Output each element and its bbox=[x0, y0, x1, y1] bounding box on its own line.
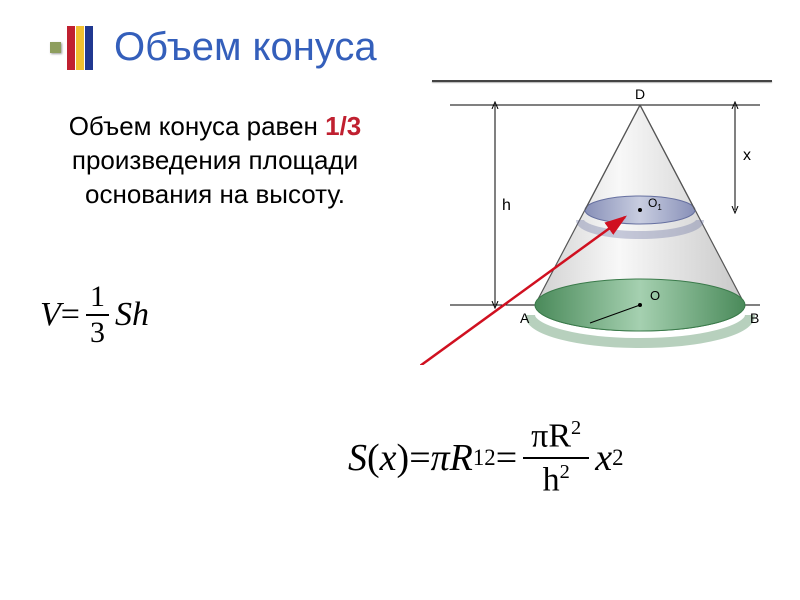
f1-eq: = bbox=[61, 296, 80, 334]
volume-formula: V = 1 3 Sh bbox=[40, 280, 149, 350]
f2-frac-num: πR2 bbox=[523, 415, 589, 459]
label-B: B bbox=[750, 310, 759, 326]
f2-x2sup: 2 bbox=[612, 445, 623, 471]
bar-red bbox=[67, 26, 75, 70]
body-fraction: 1/3 bbox=[325, 111, 361, 141]
title-color-bars bbox=[67, 26, 94, 70]
body-part1: Объем конуса равен bbox=[69, 111, 325, 141]
f2-open: ( bbox=[367, 436, 380, 480]
f2-eq1: = bbox=[409, 436, 430, 480]
f2-frac-den: h2 bbox=[535, 459, 578, 501]
f1-num: 1 bbox=[86, 280, 109, 316]
bar-yellow bbox=[76, 26, 84, 70]
label-h: h bbox=[502, 197, 511, 214]
f2-num-R: R bbox=[548, 417, 571, 454]
f2-den-h: h bbox=[543, 462, 560, 499]
f1-fraction: 1 3 bbox=[86, 280, 109, 350]
f1-Sh: Sh bbox=[115, 296, 149, 334]
label-A: A bbox=[520, 310, 530, 326]
bar-blue bbox=[85, 26, 93, 70]
base-front bbox=[535, 305, 745, 331]
f2-fraction: πR2 h2 bbox=[523, 415, 589, 502]
f2-num-pi: π bbox=[531, 417, 548, 454]
section-area-formula: S ( x ) = π R 1 2 = πR2 h2 x 2 bbox=[348, 415, 623, 502]
f2-sub1: 1 bbox=[473, 445, 484, 471]
label-O: O bbox=[650, 288, 660, 303]
page-title: Объем конуса bbox=[114, 25, 377, 70]
f2-sup2a: 2 bbox=[484, 445, 495, 471]
f2-den-sup: 2 bbox=[560, 461, 570, 483]
f2-R1: R bbox=[450, 436, 473, 480]
title-bullet bbox=[50, 42, 61, 53]
f2-eq2: = bbox=[496, 436, 517, 480]
body-part2: произведения площади основания на высоту… bbox=[72, 145, 358, 209]
f2-x2: x bbox=[595, 436, 612, 480]
f2-pi1: π bbox=[431, 436, 450, 480]
point-O1 bbox=[638, 208, 642, 212]
f2-S: S bbox=[348, 436, 367, 480]
cone-diagram: h x D A B O O1 bbox=[420, 85, 780, 365]
f2-close: ) bbox=[397, 436, 410, 480]
f2-x: x bbox=[380, 436, 397, 480]
title-row: Объем конуса bbox=[50, 25, 377, 70]
f1-den: 3 bbox=[86, 316, 109, 350]
f1-V: V bbox=[40, 296, 61, 334]
title-underline bbox=[432, 80, 772, 82]
label-D: D bbox=[635, 86, 645, 102]
label-x: x bbox=[743, 147, 751, 164]
theorem-text: Объем конуса равен 1/3 произведения площ… bbox=[30, 110, 400, 211]
f2-num-sup: 2 bbox=[571, 417, 581, 439]
